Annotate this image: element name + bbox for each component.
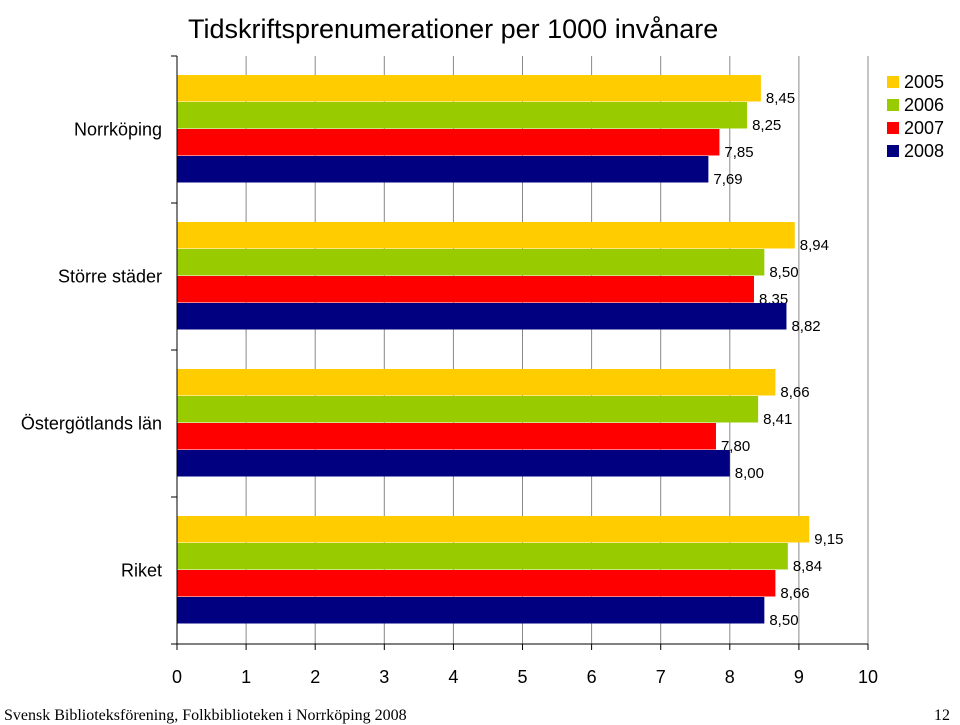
bar-2007 (177, 570, 776, 597)
x-tick-label: 4 (448, 667, 458, 687)
chart-title: Tidskriftsprenumerationer per 1000 invån… (188, 14, 718, 44)
bar-2008 (177, 303, 787, 330)
data-label: 8,82 (791, 318, 820, 335)
page-number: 12 (934, 707, 950, 724)
legend-label: 2008 (904, 141, 944, 161)
x-tick-label: 7 (656, 667, 666, 687)
data-label: 8,25 (752, 117, 781, 134)
category-label: Riket (121, 561, 162, 581)
bar-2007 (177, 129, 720, 156)
bar-2007 (177, 423, 716, 450)
bars: 8,458,257,857,698,948,508,358,828,668,41… (177, 75, 843, 629)
x-tick-label: 3 (379, 667, 389, 687)
category-label: Större städer (58, 267, 162, 287)
data-label: 8,00 (735, 465, 764, 482)
category-label: Östergötlands län (21, 414, 162, 434)
bar-2008 (177, 597, 765, 624)
bar-2008 (177, 156, 709, 183)
x-tick-label: 2 (310, 667, 320, 687)
data-label: 8,45 (766, 90, 795, 107)
legend-swatch-2006 (887, 99, 899, 111)
bar-2005 (177, 516, 810, 543)
data-label: 8,41 (763, 411, 792, 428)
legend-swatch-2007 (887, 122, 899, 134)
data-label: 8,94 (800, 237, 829, 254)
x-tick-label: 1 (241, 667, 251, 687)
bar-2006 (177, 102, 748, 129)
data-label: 8,66 (780, 585, 809, 602)
axes: Norrköping Större städer Östergötlands län… (21, 55, 878, 687)
bar-2005 (177, 222, 795, 249)
bar-2008 (177, 450, 730, 477)
legend: 2005 2006 2007 2008 (887, 72, 944, 161)
x-tick-label: 8 (725, 667, 735, 687)
x-tick-label: 6 (587, 667, 597, 687)
bar-2005 (177, 75, 761, 102)
legend-label: 2006 (904, 95, 944, 115)
data-label: 8,84 (793, 558, 822, 575)
legend-swatch-2008 (887, 145, 899, 157)
data-label: 8,50 (769, 264, 798, 281)
data-label: 7,85 (724, 144, 753, 161)
bar-2007 (177, 276, 754, 303)
data-label: 8,66 (780, 384, 809, 401)
data-label: 7,69 (713, 171, 742, 188)
bar-2005 (177, 369, 776, 396)
legend-label: 2007 (904, 118, 944, 138)
category-label: Norrköping (74, 120, 162, 140)
bar-2006 (177, 543, 788, 570)
footer-source: Svensk Biblioteksförening, Folkbibliotek… (4, 707, 407, 724)
x-tick-label: 10 (858, 667, 878, 687)
x-tick-label: 0 (172, 667, 182, 687)
x-tick-label: 9 (794, 667, 804, 687)
x-tick-label: 5 (517, 667, 527, 687)
data-label: 8,50 (769, 612, 798, 629)
legend-swatch-2005 (887, 76, 899, 88)
bar-chart: Tidskriftsprenumerationer per 1000 invån… (21, 14, 944, 687)
legend-label: 2005 (904, 72, 944, 92)
bar-2006 (177, 396, 759, 423)
bar-2006 (177, 249, 765, 276)
data-label: 9,15 (814, 531, 843, 548)
